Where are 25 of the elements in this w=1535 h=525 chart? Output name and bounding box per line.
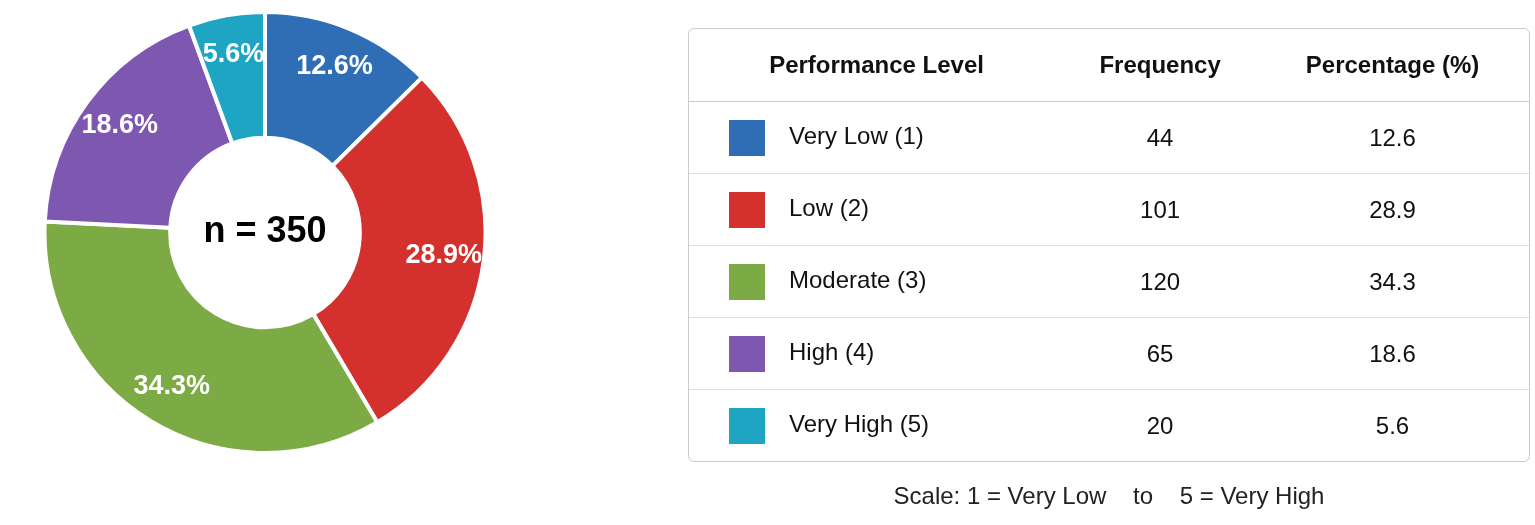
data-label: 12.6% [296,49,373,80]
category-label: Moderate (3) [689,245,1065,318]
category-label: Very Low (1) [689,101,1065,174]
data-label: 44 [1064,101,1257,174]
data-label: 18.6% [81,109,159,140]
text: Scale: 1 = Very Low to 5 = Very High [892,482,1326,510]
category-label: High (4) [689,317,1065,390]
data-label: 12.6 [1256,101,1529,174]
text: Percentage (%) [1256,29,1529,102]
data-label: 120 [1064,245,1257,318]
data-label: 34.3 [1256,245,1529,318]
text: Frequency [1064,29,1257,102]
data-label: 28.9% [405,239,483,270]
data-label: 101 [1064,173,1257,246]
category-label: Very High (5) [788,409,931,439]
data-label: 5.6% [202,38,265,69]
data-label: 65 [1064,317,1257,390]
data-label: 20 [1145,410,1175,441]
data-label: 34.3% [133,370,211,401]
data-label: 28.9 [1256,173,1529,246]
category-label: Low (2) [689,173,1065,246]
legend-title: Performance Level [689,29,1065,102]
data-label: 5.6 [1374,410,1411,441]
data-label: 18.6 [1256,317,1529,390]
text: n = 350 [203,209,327,251]
